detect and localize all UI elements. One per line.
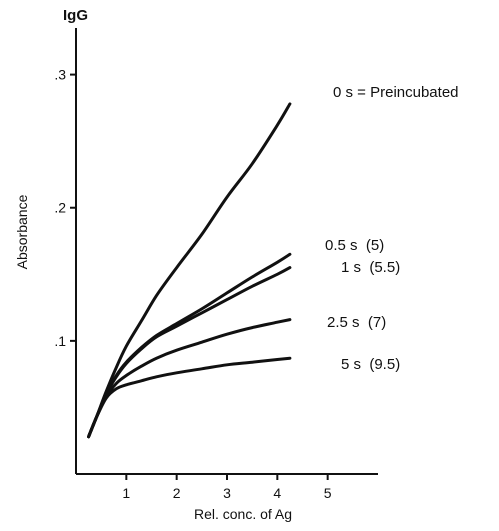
x-tick-label: 4 [273, 485, 281, 501]
series-label-2: 0.5 s (5) [325, 237, 384, 254]
y-tick-label: .3 [54, 67, 66, 83]
series-label-4: 2.5 s (7) [327, 314, 386, 331]
y-axis-ticks: .1 .2 .3 [54, 67, 76, 349]
chart-title: IgG [63, 7, 88, 24]
x-axis-ticks: 1 2 3 4 5 [122, 474, 332, 501]
y-axis-title: Absorbance [14, 194, 30, 269]
series-label-5: 5 s (9.5) [341, 356, 400, 373]
series-line-5 [87, 356, 292, 439]
series-line-4 [87, 318, 292, 439]
series-labels: 0 s = Preincubated 0.5 s (5) 1 s (5.5) 2.5 … [325, 84, 459, 373]
series-label-1: 0 s = Preincubated [333, 84, 459, 101]
x-tick-label: 3 [223, 485, 231, 501]
y-tick-label: .1 [54, 333, 66, 349]
series-line-3 [87, 266, 292, 439]
x-tick-label: 5 [324, 485, 332, 501]
x-tick-label: 1 [122, 485, 130, 501]
series-label-3: 1 s (5.5) [341, 259, 400, 276]
series-lines [87, 102, 292, 439]
x-tick-label: 2 [173, 485, 181, 501]
y-tick-label: .2 [54, 200, 66, 216]
x-axis-title: Rel. conc. of Ag [194, 506, 292, 522]
